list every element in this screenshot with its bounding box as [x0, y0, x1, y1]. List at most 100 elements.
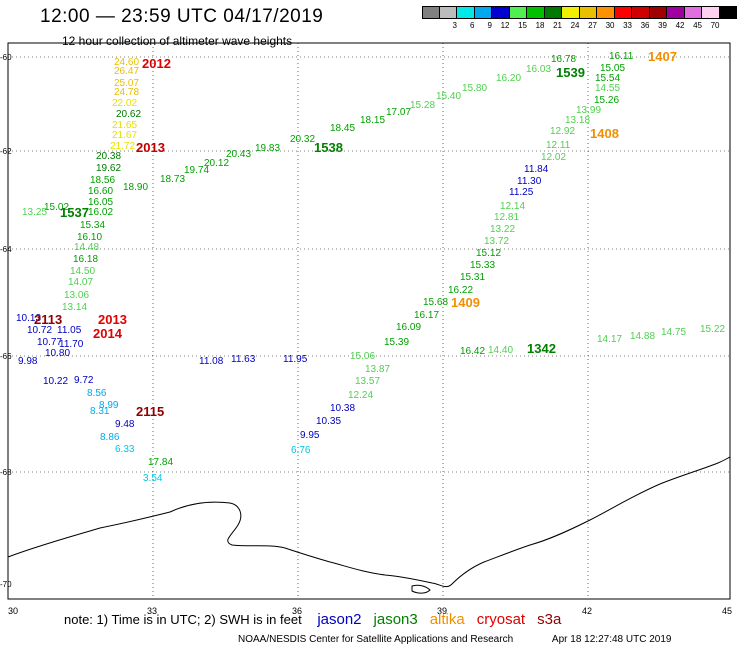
pass-time-label: 2013	[136, 140, 165, 155]
wave-height-value: 16.17	[414, 310, 439, 321]
wave-height-value: 12.11	[546, 140, 571, 151]
map-frame	[7, 42, 731, 600]
antarctic-coastline	[7, 456, 731, 588]
wave-height-value: 3.54	[143, 473, 163, 484]
wave-height-value: 9.95	[300, 430, 320, 441]
scale-swatch	[474, 6, 492, 19]
wave-height-value: 13.22	[490, 224, 515, 235]
wave-height-value: 22.02	[112, 98, 137, 109]
scale-swatch	[702, 6, 720, 19]
wave-height-value: 16.42	[460, 346, 485, 357]
wave-height-value: 25.07	[114, 78, 139, 89]
scale-swatch	[579, 6, 597, 19]
scale-swatch	[719, 6, 737, 19]
legend-satellite-jason2: jason2	[317, 611, 362, 628]
x-tick-label: 42	[582, 606, 592, 616]
legend-satellite-s3a: s3a	[537, 611, 562, 628]
scale-label: 42	[675, 21, 685, 30]
legend-satellite-cryosat: cryosat	[476, 611, 526, 628]
wave-height-value: 15.68	[423, 297, 448, 308]
wave-height-value: 17.07	[386, 107, 411, 118]
wave-height-value: 15.02	[44, 202, 69, 213]
scale-label: 15	[518, 21, 527, 30]
scale-swatch	[509, 6, 527, 19]
axis-tick-labels: 30 33 36 39 42 45 -60 -62 -64 -66 -68 -70	[0, 53, 732, 616]
wave-height-value: 18.90	[123, 182, 148, 193]
pass-time-label: 2013	[98, 312, 127, 327]
y-tick-label: -64	[0, 245, 12, 254]
wave-height-value: 24.78	[114, 87, 139, 98]
note-text: note: 1) Time is in UTC; 2) SWH is in fe…	[64, 612, 302, 627]
wave-height-value: 9.72	[74, 375, 94, 386]
wave-height-value: 20.38	[96, 151, 121, 162]
scale-label: 18	[535, 21, 545, 30]
scale-swatch	[667, 6, 685, 19]
wave-height-value: 16.60	[88, 186, 113, 197]
wave-height-value: 12.81	[494, 212, 519, 223]
wave-height-value: 15.26	[594, 95, 619, 106]
wave-height-value: 11.05	[57, 325, 82, 336]
wave-height-value: 15.28	[410, 100, 435, 111]
wave-height-value: 16.20	[496, 73, 521, 84]
wave-height-value: 20.62	[116, 109, 141, 120]
wave-height-value: 10.72	[27, 325, 52, 336]
legend-satellite-jason3: jason3	[373, 611, 418, 628]
y-tick-label: -70	[0, 580, 12, 589]
scale-swatch	[492, 6, 510, 19]
wave-height-value: 11.84	[524, 164, 549, 175]
wave-height-value: 20.32	[290, 134, 315, 145]
wave-height-value: 16.10	[77, 232, 102, 243]
wave-height-value: 8.86	[100, 432, 120, 443]
wave-height-value: 14.50	[70, 266, 95, 277]
wave-height-value: 15.06	[350, 351, 375, 362]
wave-height-value: 14.48	[74, 242, 99, 253]
wave-height-value: 10.80	[45, 348, 70, 359]
wave-height-value: 15.34	[80, 220, 105, 231]
wave-height-value: 21.72	[110, 141, 135, 152]
wave-height-value: 11.25	[509, 187, 534, 198]
wave-height-value: 18.45	[330, 123, 355, 134]
wave-height-value: 15.80	[462, 83, 487, 94]
wave-height-value: 6.33	[115, 444, 135, 455]
timestamp-text: Apr 18 12:27:48 UTC 2019	[551, 634, 672, 645]
y-tick-label: -62	[0, 147, 12, 156]
pass-time-label: 1538	[314, 140, 343, 155]
scale-label: 45	[693, 21, 702, 30]
scale-label: 36	[640, 21, 650, 30]
footer-credit: NOAA/NESDIS Center for Satellite Applica…	[238, 634, 671, 645]
wave-height-value: 16.02	[88, 207, 113, 218]
scale-swatch	[527, 6, 545, 19]
y-tick-label: -60	[0, 53, 12, 62]
wave-height-value: 11.30	[517, 176, 542, 187]
wave-height-value: 13.99	[576, 105, 601, 116]
wave-height-value: 14.88	[630, 331, 655, 342]
wave-height-value: 10.22	[43, 376, 68, 387]
wave-height-value: 21.65	[112, 120, 137, 131]
pass-time-label: 1408	[590, 126, 619, 141]
scale-swatch	[422, 6, 440, 19]
wave-height-value: 10.38	[330, 403, 355, 414]
pass-time-label: 1342	[527, 341, 556, 356]
lat-lon-grid	[8, 43, 730, 599]
scale-label: 33	[623, 21, 632, 30]
color-scale-swatches	[422, 6, 740, 19]
pass-time-label: 2113	[34, 312, 62, 327]
wave-height-value: 19.62	[96, 163, 121, 174]
wave-height-value: 16.09	[396, 322, 421, 333]
wave-height-value: 26.47	[114, 66, 139, 77]
scale-label: 30	[605, 21, 615, 30]
wave-height-value: 15.25	[0, 0, 25, 3]
wave-height-value: 13.57	[355, 376, 380, 387]
pass-time-label: 1409	[451, 295, 480, 310]
x-tick-label: 36	[292, 606, 302, 616]
scale-swatch	[457, 6, 475, 19]
scale-label: 70	[710, 21, 720, 30]
wave-height-value: 15.40	[436, 91, 461, 102]
scale-label: 27	[588, 21, 597, 30]
wave-height-value: 20.12	[204, 158, 229, 169]
scale-swatch	[632, 6, 650, 19]
wave-height-value: 12.92	[550, 126, 575, 137]
pass-time-label: 2012	[142, 56, 171, 71]
scale-swatch	[439, 6, 457, 19]
